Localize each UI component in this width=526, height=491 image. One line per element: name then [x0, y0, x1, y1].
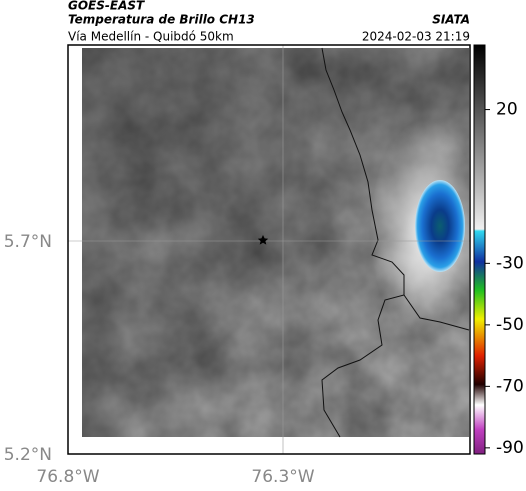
colorbar-tick-label: -70	[496, 376, 524, 396]
colorbar-tick-label: -50	[496, 315, 524, 335]
colorbar-tick-label: -30	[496, 253, 524, 273]
lat-label: 5.7°N	[4, 232, 52, 252]
colorbar-tick-label: 20	[496, 100, 518, 120]
colorbar	[473, 44, 486, 455]
satellite-image	[82, 48, 480, 437]
lon-label: 76.3°W	[251, 467, 314, 487]
location-marker	[257, 235, 269, 245]
brand: SIATA	[432, 13, 470, 27]
map-frame	[67, 44, 471, 455]
lon-label: 76.8°W	[36, 467, 99, 487]
title: Temperatura de Brillo CH13	[68, 13, 255, 27]
source: GOES-EAST	[68, 0, 145, 13]
colorbar-ticks: 20 -30 -50 -70 -90	[485, 100, 524, 458]
subtitle: Vía Medellín - Quibdó 50km	[68, 30, 234, 44]
datetime: 2024-02-03 21:19	[362, 30, 470, 44]
border	[403, 294, 470, 331]
border	[321, 47, 405, 438]
lat-label: 5.2°N	[4, 445, 52, 465]
colorbar-tick-label: -90	[496, 438, 524, 458]
